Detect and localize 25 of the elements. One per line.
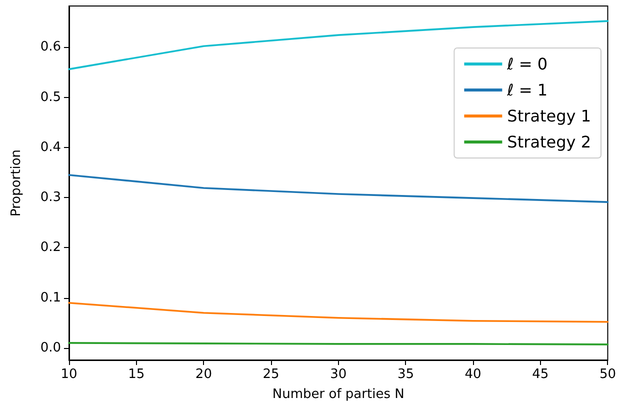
legend-label: Strategy 2 [507,132,592,152]
legend-label: ℓ = 0 [506,54,548,74]
legend-label: ℓ = 1 [506,80,548,100]
x-tick-label: 15 [128,367,145,382]
y-tick-label: 0.5 [40,90,61,105]
x-tick-label: 25 [262,367,280,382]
y-tick-label: 0.4 [40,140,61,155]
x-tick-label: 45 [532,367,549,382]
x-tick-label: 35 [397,367,414,382]
x-tick-label: 20 [195,367,212,382]
legend-label: Strategy 1 [507,106,592,126]
y-tick-label: 0.2 [40,240,61,256]
y-tick-label: 0.1 [40,290,61,306]
x-tick-label: 30 [330,367,347,382]
x-tick-label: 50 [599,367,616,382]
y-tick-label: 0.6 [40,40,61,55]
x-tick-label: 40 [464,367,482,382]
line-series [68,302,609,323]
y-tick-label: 0.3 [40,190,61,206]
x-tick-label: 10 [60,367,78,382]
y-axis-title: Proportion [9,149,24,217]
y-tick-label: 0.0 [40,340,61,356]
line-series [68,174,609,203]
line-series [68,20,609,70]
x-axis-title: Number of parties N [272,387,404,402]
